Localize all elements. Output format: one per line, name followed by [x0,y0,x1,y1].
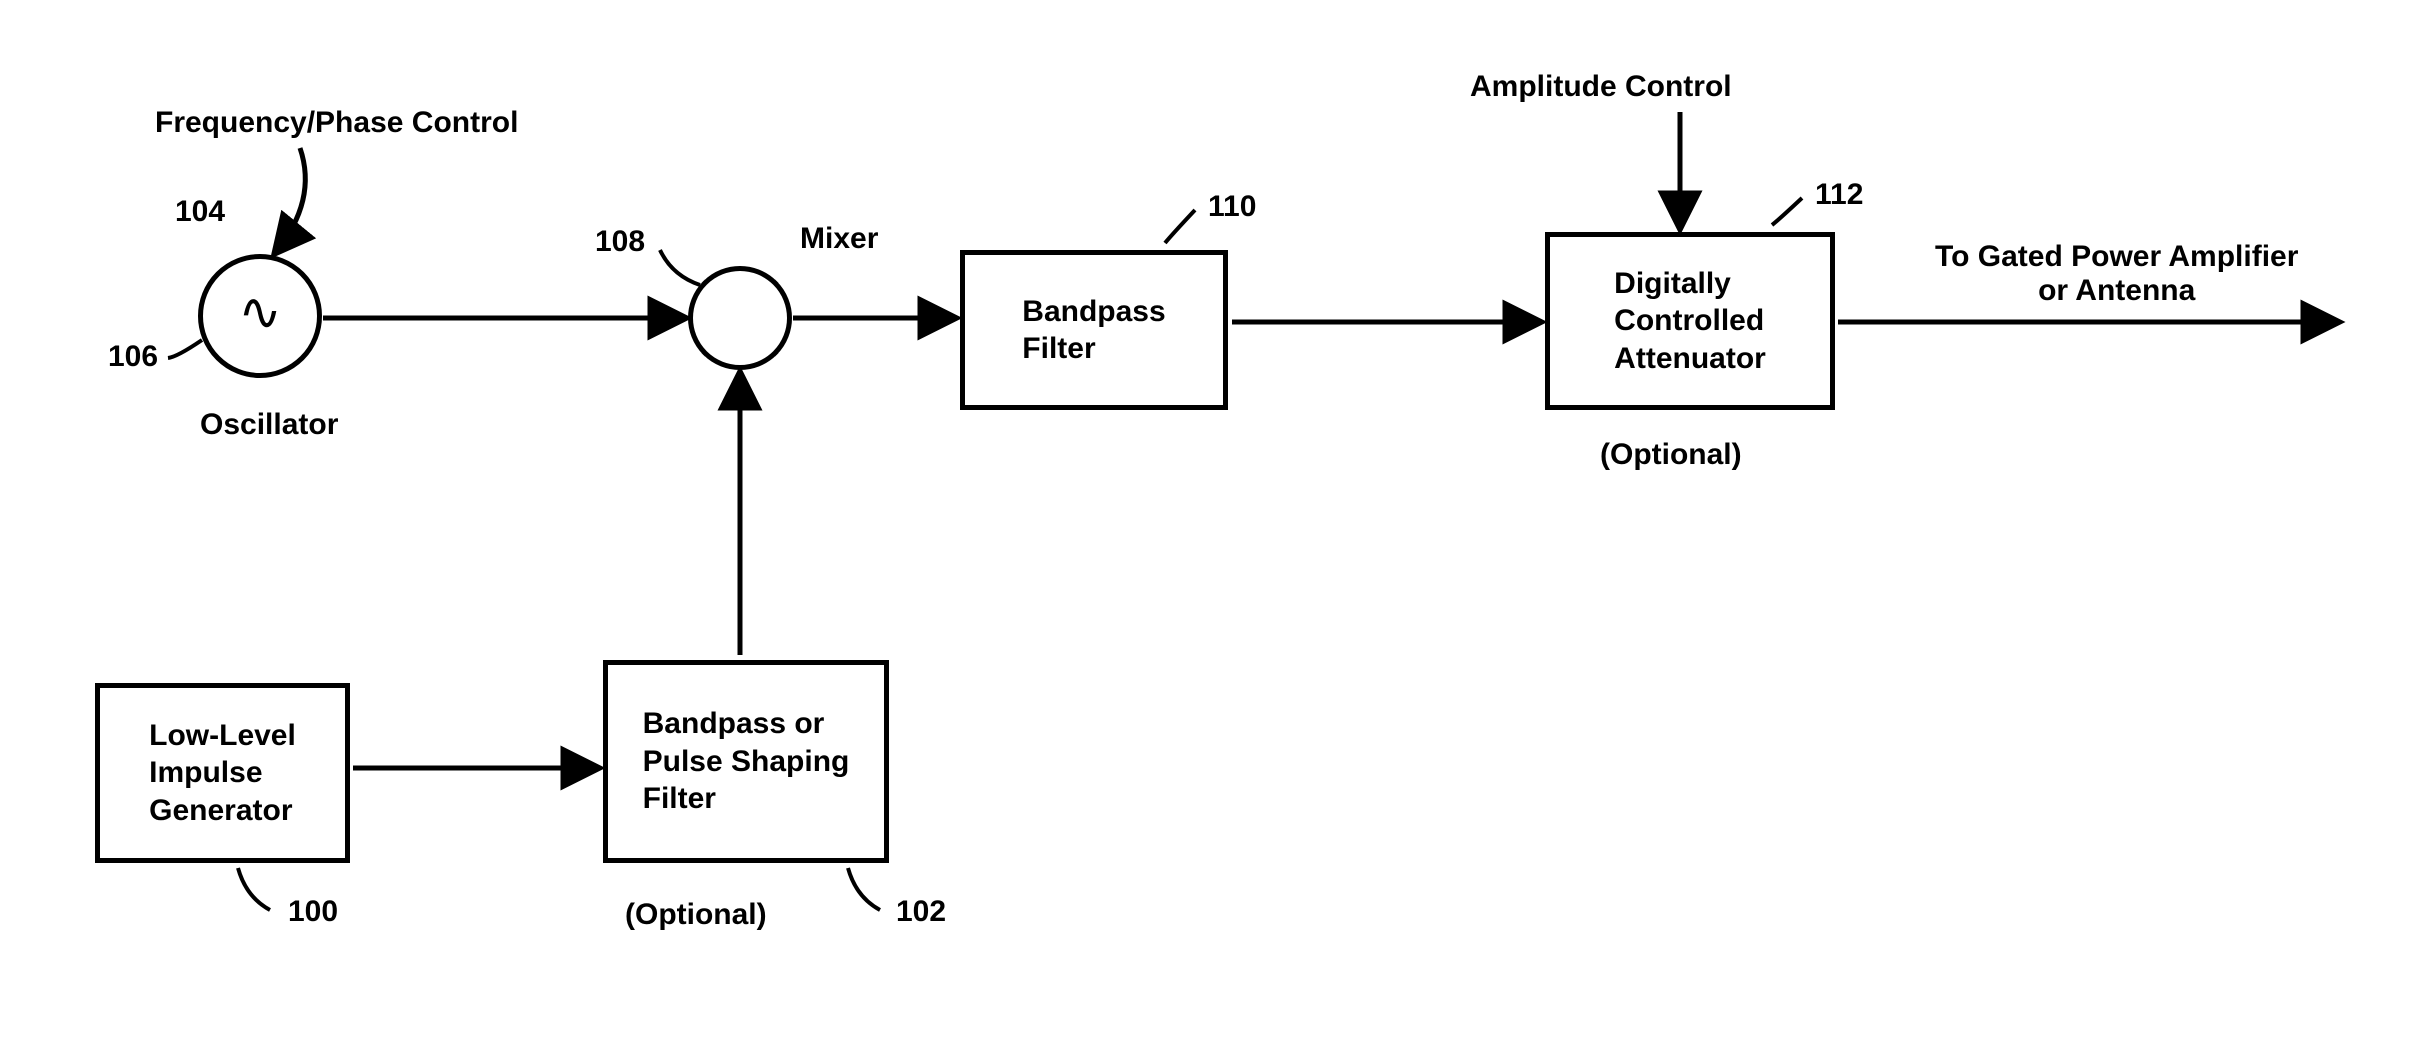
pulse-shaping-filter-block: Bandpass orPulse ShapingFilter [603,660,889,863]
frequency-phase-control-label: Frequency/Phase Control [155,106,518,140]
ref-112: 112 [1815,178,1863,212]
ref-104: 104 [175,195,225,229]
pulse-filter-optional-caption: (Optional) [625,898,767,932]
oscillator-node: ∿ [198,254,322,378]
ref-102: 102 [896,895,946,929]
amplitude-control-label: Amplitude Control [1470,70,1732,104]
attenuator-optional-caption: (Optional) [1600,438,1742,472]
diagram-canvas: ∿ Low-LevelImpulseGenerator Bandpass orP… [0,0,2415,1054]
impulse-generator-label: Low-LevelImpulseGenerator [149,717,296,830]
attenuator-label: DigitallyControlledAttenuator [1614,265,1766,378]
mixer-node [688,266,792,370]
ref-106: 106 [108,340,158,374]
ref-110: 110 [1208,190,1256,224]
ref-108: 108 [595,225,645,259]
bandpass-filter-block: BandpassFilter [960,250,1228,410]
impulse-generator-block: Low-LevelImpulseGenerator [95,683,350,863]
attenuator-block: DigitallyControlledAttenuator [1545,232,1835,410]
pulse-shaping-filter-label: Bandpass orPulse ShapingFilter [643,705,850,818]
oscillator-caption: Oscillator [200,408,338,442]
mixer-caption: Mixer [800,222,878,256]
sine-icon: ∿ [238,282,282,342]
output-destination-label: To Gated Power Amplifieror Antenna [1935,240,2298,308]
bandpass-filter-label: BandpassFilter [1022,293,1165,368]
ref-100: 100 [288,895,338,929]
connections-layer [0,0,2415,1054]
